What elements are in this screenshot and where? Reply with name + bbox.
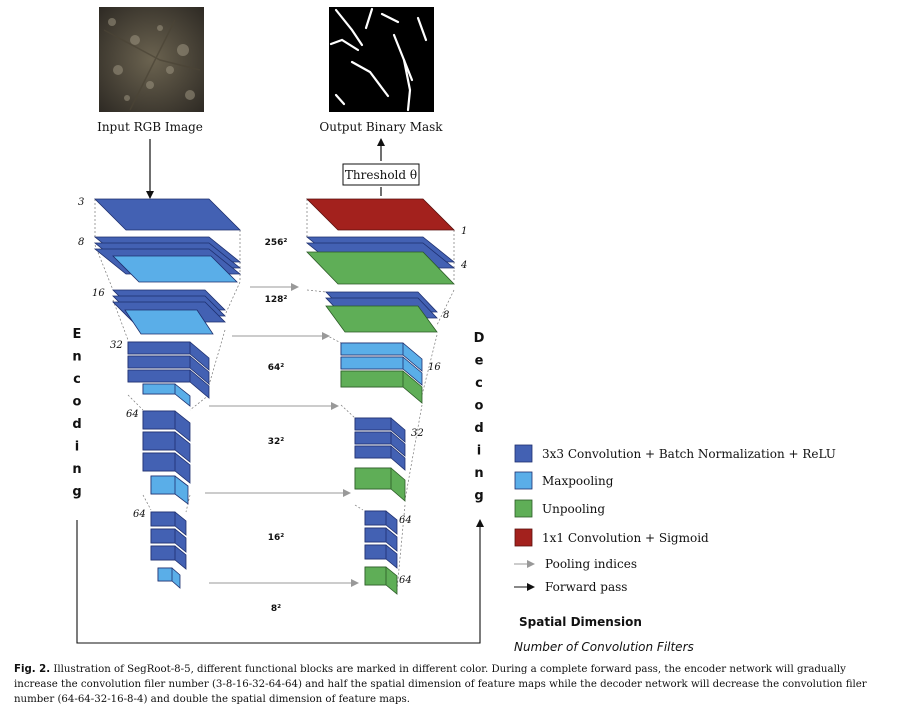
legend-forward-label: Forward pass bbox=[545, 580, 627, 594]
output-label: Output Binary Mask bbox=[319, 120, 443, 134]
decoder-block-32 bbox=[354, 417, 406, 502]
encoder-stack bbox=[93, 198, 242, 589]
legend-conv-label: 3x3 Convolution + Batch Normalization + … bbox=[542, 447, 836, 461]
enc-filter-8: 8 bbox=[78, 237, 84, 248]
dec-filter-16: 16 bbox=[428, 362, 441, 373]
input-label: Input RGB Image bbox=[97, 120, 203, 134]
caption-text: Illustration of SegRoot-8-5, different f… bbox=[14, 664, 867, 705]
encoder-block-32 bbox=[142, 410, 191, 505]
encoding-letter: i bbox=[75, 440, 79, 455]
enc-filter-64b: 64 bbox=[133, 509, 146, 520]
enc-filter-64a: 64 bbox=[126, 409, 139, 420]
encoding-letter: o bbox=[73, 395, 82, 410]
dec-filter-4: 4 bbox=[460, 260, 467, 271]
encoder-block-64 bbox=[127, 341, 210, 407]
threshold-label: Threshold θ bbox=[345, 168, 417, 182]
legend: 3x3 Convolution + Batch Normalization + … bbox=[514, 444, 836, 654]
decoding-letter: D bbox=[474, 331, 485, 346]
dec-filter-64a: 64 bbox=[399, 515, 412, 526]
decoder-stack bbox=[305, 198, 456, 595]
decoder-block-16 bbox=[364, 510, 398, 595]
encoding-letter: c bbox=[73, 372, 81, 387]
spatial-64: 64² bbox=[268, 363, 285, 373]
spatial-16: 16² bbox=[268, 533, 285, 543]
decoding-letter: e bbox=[475, 354, 484, 369]
encoding-letter: d bbox=[72, 417, 81, 432]
output-binary-mask bbox=[329, 7, 434, 112]
dec-filter-64b: 64 bbox=[399, 575, 412, 586]
legend-spatial-dimension: Spatial Dimension bbox=[519, 615, 642, 629]
encoding-letter: E bbox=[73, 327, 82, 342]
enc-filter-16: 16 bbox=[92, 288, 105, 299]
decoder-block-64 bbox=[340, 342, 423, 404]
legend-num-filters: Number of Convolution Filters bbox=[514, 640, 694, 654]
decoding-letter: n bbox=[474, 466, 483, 481]
spatial-128: 128² bbox=[265, 295, 288, 305]
pooling-index-arrows bbox=[205, 283, 359, 587]
decoding-letter: d bbox=[474, 421, 483, 436]
enc-filter-32: 32 bbox=[110, 340, 123, 351]
encoding-letter: n bbox=[72, 462, 81, 477]
encoding-letter: g bbox=[72, 485, 81, 500]
enc-filter-3: 3 bbox=[78, 197, 84, 208]
legend-pooling-label: Pooling indices bbox=[545, 557, 637, 571]
figure-caption: Fig. 2. Illustration of SegRoot-8-5, dif… bbox=[14, 662, 890, 707]
figure-label: Fig. 2. bbox=[14, 664, 51, 675]
legend-swatch-conv bbox=[514, 444, 533, 463]
spatial-dimension-labels: 256² 128² 64² 32² 16² 8² bbox=[265, 238, 288, 614]
dec-filter-1: 1 bbox=[461, 226, 467, 237]
decoder-guides bbox=[306, 199, 455, 591]
spatial-256: 256² bbox=[265, 238, 288, 248]
legend-swatch-unpool bbox=[514, 499, 533, 518]
encoder-block-128 bbox=[112, 289, 226, 335]
spatial-32: 32² bbox=[268, 437, 285, 447]
threshold-box bbox=[342, 163, 420, 186]
legend-unpool-label: Unpooling bbox=[542, 502, 605, 516]
decoder-filter-labels: 1 4 8 16 32 64 64 bbox=[399, 226, 467, 586]
decoding-letter: c bbox=[475, 376, 483, 391]
legend-maxpool-label: Maxpooling bbox=[542, 474, 614, 488]
legend-swatch-maxpool bbox=[514, 471, 533, 490]
decoder-block-128 bbox=[325, 291, 438, 333]
input-rgb-image bbox=[99, 7, 204, 112]
encoding-letter: n bbox=[72, 350, 81, 365]
decoder-block-256 bbox=[305, 198, 456, 285]
legend-swatch-sigmoid bbox=[514, 528, 533, 547]
forward-pass-loop-arrow bbox=[76, 519, 484, 644]
decoding-letter: i bbox=[477, 444, 481, 459]
dec-filter-8: 8 bbox=[443, 310, 449, 321]
decoding-letter: g bbox=[474, 489, 483, 504]
dec-filter-32: 32 bbox=[411, 428, 424, 439]
encoder-block-256 bbox=[93, 198, 242, 283]
legend-sigmoid-label: 1x1 Convolution + Sigmoid bbox=[542, 531, 709, 545]
encoder-block-16 bbox=[150, 511, 187, 589]
encoder-filter-labels: 3 8 16 32 64 64 bbox=[78, 197, 146, 520]
spatial-8: 8² bbox=[271, 604, 281, 614]
decoding-letter: o bbox=[475, 399, 484, 414]
